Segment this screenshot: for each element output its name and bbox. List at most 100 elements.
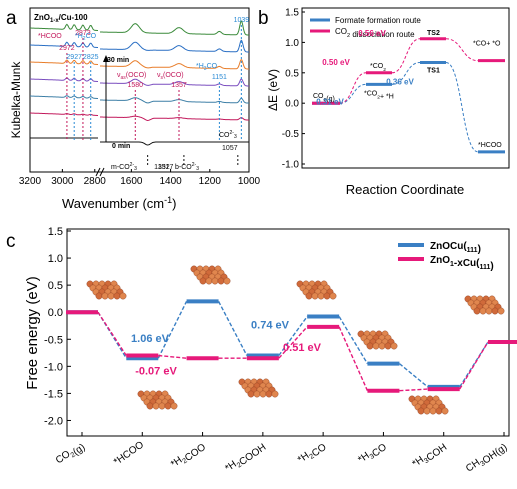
spectrum-line-right <box>100 78 249 87</box>
x-tick-label: CO2(g) <box>54 439 88 468</box>
legend-label: CO2 dissociation route <box>335 27 415 39</box>
panel-c-ylabel: Free energy (eV) <box>24 276 41 389</box>
free-energy-connector <box>278 316 308 356</box>
level-label-hcoo: *HCOO <box>478 142 502 149</box>
y-tick-label: -1.0 <box>44 361 63 373</box>
free-energy-connector <box>217 301 248 356</box>
x-tick-label: 1000 <box>238 176 261 187</box>
surface-model <box>238 378 279 398</box>
spectrum-line-right <box>100 141 249 146</box>
surface-model <box>86 280 127 300</box>
peak-label: 2972 <box>59 45 75 52</box>
panel-b-energy-profile: -1.0 -0.5 0.0 0.5 1.0 1.5 Formate formation r… <box>266 7 510 197</box>
peak-label: 1039 <box>234 17 250 24</box>
annot-hcoo-top: *HCOO <box>38 33 62 40</box>
y-tick-label: 1.0 <box>48 253 63 265</box>
x-tick-label: 1400 <box>159 176 182 187</box>
spectrum-line-left <box>30 23 98 31</box>
y-tick-label: -2.0 <box>44 415 63 427</box>
energy-connector <box>445 38 479 62</box>
spectrum-line-right <box>100 58 249 70</box>
surface-model <box>296 280 337 300</box>
free-energy-connector <box>459 341 489 390</box>
x-tick-label: 1600 <box>120 176 143 187</box>
surface-model <box>137 390 178 410</box>
barrier-annotation: 1.06 eV <box>131 333 170 345</box>
annot-b-co3: b-CO2-3 <box>175 162 199 172</box>
legend-label: Formate formation route <box>335 16 421 25</box>
y-tick-label: -0.5 <box>44 334 63 346</box>
peak-label: 1332 <box>154 164 170 171</box>
peak-label: 2873 <box>75 30 91 37</box>
x-tick-label: 2800 <box>84 176 107 187</box>
spectrum-line-right <box>100 115 249 122</box>
spectrum-line-left <box>30 41 98 48</box>
peak-label: 1580 <box>128 82 144 89</box>
panel-c-free-energy-diagram: -2.0 -1.5 -1.0 -0.5 0.0 0.5 1.0 1.5 ZnOCu(111)Z… <box>24 226 517 477</box>
y-tick-label: 1.5 <box>48 226 63 238</box>
spectrum-line-left <box>30 112 98 116</box>
y-tick-label: 0.0 <box>48 307 63 319</box>
panel-label-a: a <box>6 8 17 29</box>
panel-b-ylabel: ΔE (eV) <box>266 69 280 111</box>
x-tick-label: *HCOO <box>112 439 146 468</box>
energy-connector <box>445 61 479 153</box>
free-energy-connector <box>97 311 127 356</box>
time-arrow <box>103 55 112 143</box>
annot-m-co3: m-CO2-3 <box>111 162 137 172</box>
x-tick-label: 1200 <box>199 176 222 187</box>
panel-a-xlabel: Wavenumber (cm-1) <box>62 195 176 211</box>
y-tick-label: -0.5 <box>282 129 300 140</box>
spectrum-line-right <box>100 20 249 36</box>
level-label-ts2: TS2 <box>427 30 440 37</box>
peak-label: 1357 <box>171 82 187 89</box>
panel-label-c: c <box>6 231 16 252</box>
legend-label: ZnO1-xCu(111) <box>430 255 494 272</box>
barrier-label: 0.50 eV <box>322 58 350 67</box>
annot-h3co: *H3CO <box>196 63 218 72</box>
barrier-annotation: 0.74 eV <box>251 319 290 331</box>
free-energy-connector <box>278 326 308 359</box>
x-tick-label: 3000 <box>51 176 74 187</box>
spectrum-line-left <box>30 59 98 65</box>
barrier-annotation: -0.07 eV <box>135 365 177 377</box>
x-tick-label: *H2CO <box>296 439 329 468</box>
x-tick-label: *H2COOH <box>223 439 268 476</box>
x-tick-label: CH3OH(g) <box>464 439 509 477</box>
y-tick-label: 0.5 <box>285 68 299 79</box>
annot-h2co-top: *H2CO <box>75 33 97 42</box>
panel-c-frame <box>66 228 510 437</box>
free-energy-connector <box>158 354 187 359</box>
y-tick-label: 0.5 <box>48 280 63 292</box>
peak-label: 1151 <box>212 74 227 81</box>
spectrum-line-right <box>100 97 249 104</box>
x-tick-label: 3200 <box>19 176 42 187</box>
peak-label: 2825 <box>83 54 99 61</box>
barrier-annotation: 0.51 eV <box>283 342 322 354</box>
x-tick-label: *H3COH <box>411 439 450 472</box>
axis-break-mark <box>95 167 105 177</box>
surface-model <box>357 330 398 350</box>
y-tick-label: 0.0 <box>285 99 299 110</box>
time-label-0min: 0 min <box>112 143 130 150</box>
y-tick-label: 1.0 <box>285 38 299 49</box>
peak-label: 1517 <box>158 164 174 171</box>
barrier-label: 0.36 eV <box>386 77 414 86</box>
energy-connector <box>339 72 367 104</box>
panel-a-ylabel: Kubelka-Munk <box>9 61 23 139</box>
legend-label: ZnOCu(111) <box>430 241 481 255</box>
barrier-label: 0.56 eV <box>358 29 386 38</box>
level-label-co2g: CO2(g) <box>313 93 335 103</box>
x-tick-label: *H3CO <box>356 439 389 468</box>
panel-b-frame <box>301 7 510 169</box>
surface-model <box>408 395 449 415</box>
y-tick-label: -1.5 <box>44 388 63 400</box>
level-label-ts1: TS1 <box>427 67 440 74</box>
energy-connector <box>391 38 421 74</box>
barrier-label: 0.31 eV <box>316 97 344 106</box>
sample-label: ZnO1-x/Cu-100 <box>34 13 88 24</box>
spectrum-line-right <box>100 39 249 53</box>
free-energy-connector <box>459 341 489 388</box>
panel-label-b: b <box>258 8 269 29</box>
